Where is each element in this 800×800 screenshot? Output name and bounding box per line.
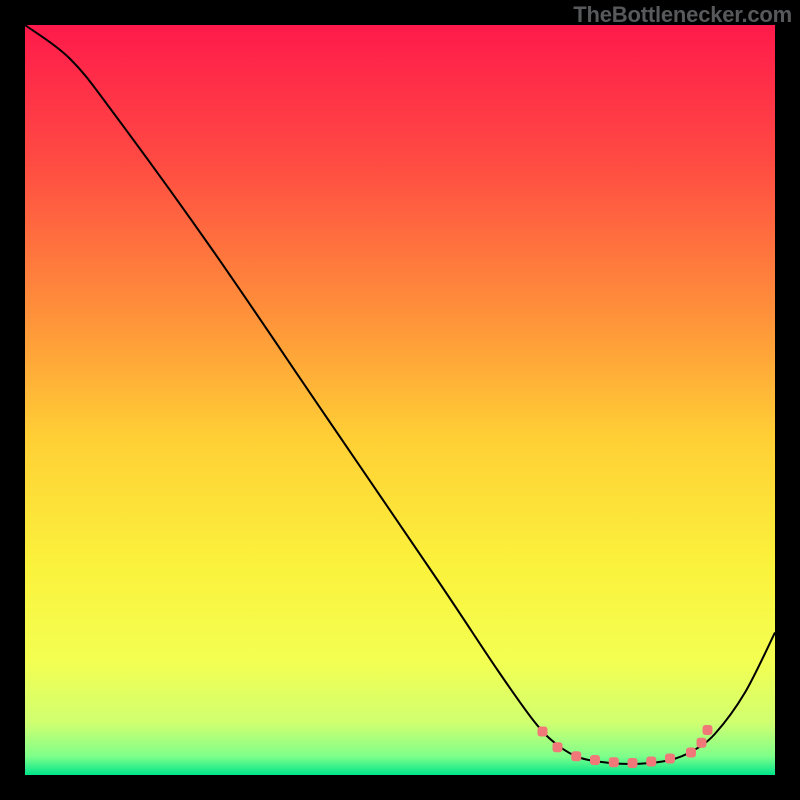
curve-marker bbox=[628, 758, 638, 768]
curve-marker bbox=[609, 757, 619, 767]
plot-area bbox=[25, 25, 775, 775]
marker-group bbox=[538, 725, 713, 768]
curve-marker bbox=[697, 738, 707, 748]
curve-marker bbox=[665, 754, 675, 764]
curve-marker bbox=[686, 748, 696, 758]
curve-marker bbox=[646, 757, 656, 767]
curve-marker bbox=[571, 751, 581, 761]
chart-svg bbox=[25, 25, 775, 775]
curve-marker bbox=[538, 727, 548, 737]
bottleneck-chart: TheBottlenecker.com bbox=[0, 0, 800, 800]
curve-marker bbox=[703, 725, 713, 735]
curve-marker bbox=[590, 755, 600, 765]
bottleneck-curve bbox=[25, 25, 775, 764]
curve-marker bbox=[553, 742, 563, 752]
watermark-text: TheBottlenecker.com bbox=[573, 2, 792, 28]
